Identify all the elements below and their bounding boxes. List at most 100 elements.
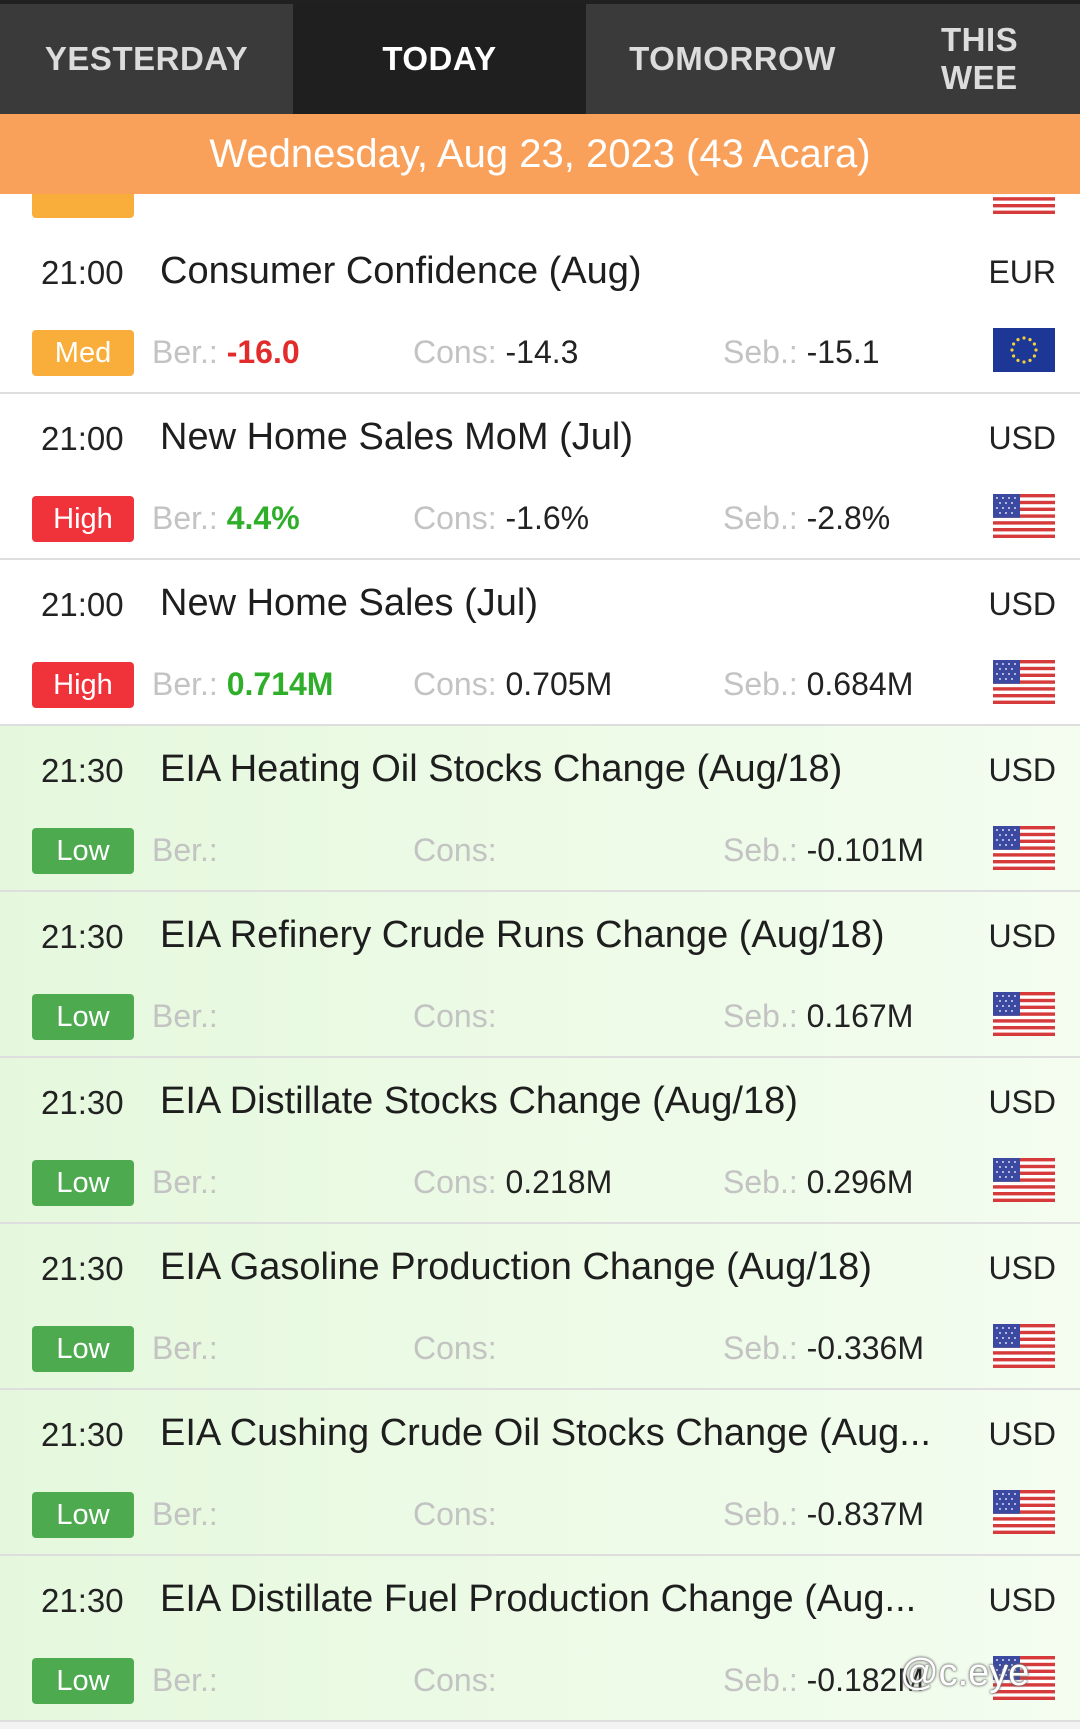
consensus-value: Cons: -14.3 [413,334,578,371]
previous-value: Seb.: -0.101M [723,832,924,869]
consensus-number: -14.3 [505,334,579,370]
impact-badge: Low [32,1326,134,1372]
event-currency: USD [988,918,1056,954]
consensus-value: Cons: [413,1330,497,1367]
consensus-label: Cons: [413,666,497,702]
previous-number: -2.8% [806,500,891,536]
consensus-value: Cons: [413,1496,497,1533]
event-currency: USD [988,752,1056,788]
actual-label: Ber.: [152,1662,218,1698]
previous-label: Seb.: [723,500,798,536]
us-flag-icon [993,660,1055,704]
event-row[interactable]: 21:30 EIA Distillate Fuel Production Chan… [0,1556,1080,1722]
actual-value: Ber.: [152,1496,218,1533]
impact-badge: High [32,496,134,542]
event-row[interactable]: 21:00 New Home Sales (Jul) USD High Ber.: 0.… [0,560,1080,726]
impact-badge: Low [32,1658,134,1704]
event-title: EIA Heating Oil Stocks Change (Aug/18) [160,748,843,790]
actual-label: Ber.: [152,1496,218,1532]
previous-number: -0.182M [806,1662,924,1698]
actual-label: Ber.: [152,998,218,1034]
event-time: 21:30 [41,752,124,789]
consensus-value: Cons: 0.705M [413,666,612,703]
event-title: EIA Distillate Fuel Production Change (A… [160,1578,917,1620]
event-row[interactable]: 21:00 New Home Sales MoM (Jul) USD High Ber.… [0,394,1080,560]
impact-badge [32,194,134,218]
impact-badge: Low [32,994,134,1040]
partial-event-row[interactable] [0,194,1080,230]
impact-badge: High [32,662,134,708]
event-time: 21:00 [41,420,124,457]
us-flag-icon [993,826,1055,870]
previous-label: Seb.: [723,1330,798,1366]
consensus-label: Cons: [413,1164,497,1200]
impact-badge: Low [32,1492,134,1538]
previous-number: -15.1 [806,334,880,370]
tab-today[interactable]: TODAY [293,4,586,114]
event-time: 21:00 [41,586,124,623]
previous-value: Seb.: -0.837M [723,1496,924,1533]
consensus-value: Cons: [413,1662,497,1699]
actual-value: Ber.: [152,998,218,1035]
actual-value: Ber.: [152,1330,218,1367]
event-time: 21:30 [41,1084,124,1121]
actual-label: Ber.: [152,1330,218,1366]
date-banner: Wednesday, Aug 23, 2023 (43 Acara) [0,114,1080,194]
actual-number: 0.714M [226,666,334,702]
actual-number: -16.0 [226,334,300,370]
eu-flag-icon [993,328,1055,372]
event-row[interactable]: 21:00 Consumer Confidence (Aug) EUR Med Ber.… [0,228,1080,394]
consensus-label: Cons: [413,832,497,868]
event-time: 21:30 [41,1250,124,1287]
actual-label: Ber.: [152,334,218,370]
event-row[interactable]: 21:30 EIA Cushing Crude Oil Stocks Change… [0,1390,1080,1556]
tab-this-week[interactable]: THIS WEE [941,21,1019,96]
actual-label: Ber.: [152,832,218,868]
event-row[interactable]: 21:30 EIA Refinery Crude Runs Change (Aug… [0,892,1080,1058]
tab-yesterday[interactable]: YESTERDAY [44,40,249,77]
impact-badge: Low [32,828,134,874]
previous-label: Seb.: [723,998,798,1034]
previous-label: Seb.: [723,832,798,868]
consensus-label: Cons: [413,1330,497,1366]
previous-number: 0.684M [806,666,914,702]
consensus-label: Cons: [413,500,497,536]
consensus-label: Cons: [413,1496,497,1532]
previous-value: Seb.: 0.296M [723,1164,913,1201]
consensus-label: Cons: [413,998,497,1034]
actual-number: 4.4% [226,500,300,536]
event-title: EIA Cushing Crude Oil Stocks Change (Aug… [160,1412,931,1454]
actual-value: Ber.: [152,1164,218,1201]
previous-value: Seb.: -0.182M [723,1662,924,1699]
us-flag-icon [993,1490,1055,1534]
event-row[interactable]: 21:30 EIA Heating Oil Stocks Change (Aug/… [0,726,1080,892]
previous-value: Seb.: -0.336M [723,1330,924,1367]
us-flag-icon [993,494,1055,538]
event-title: EIA Gasoline Production Change (Aug/18) [160,1246,872,1288]
event-currency: EUR [988,254,1056,290]
tab-tomorrow[interactable]: TOMORROW [629,40,836,77]
consensus-value: Cons: [413,998,497,1035]
consensus-value: Cons: -1.6% [413,500,589,537]
consensus-value: Cons: [413,832,497,869]
actual-value: Ber.: [152,1662,218,1699]
previous-number: 0.296M [806,1164,914,1200]
event-currency: USD [988,1250,1056,1286]
consensus-number: 0.218M [505,1164,613,1200]
previous-number: -0.837M [806,1496,924,1532]
previous-label: Seb.: [723,1662,798,1698]
impact-badge: Low [32,1160,134,1206]
event-row[interactable]: 21:30 EIA Distillate Stocks Change (Aug/1… [0,1058,1080,1224]
event-row[interactable]: 21:30 EIA Gasoline Production Change (Aug… [0,1224,1080,1390]
previous-label: Seb.: [723,1164,798,1200]
consensus-label: Cons: [413,1662,497,1698]
consensus-label: Cons: [413,334,497,370]
previous-number: 0.167M [806,998,914,1034]
event-time: 21:30 [41,1416,124,1453]
actual-value: Ber.: 4.4% [152,500,300,537]
previous-label: Seb.: [723,334,798,370]
previous-label: Seb.: [723,666,798,702]
consensus-value: Cons: 0.218M [413,1164,612,1201]
consensus-number: 0.705M [505,666,613,702]
event-time: 21:00 [41,254,124,291]
